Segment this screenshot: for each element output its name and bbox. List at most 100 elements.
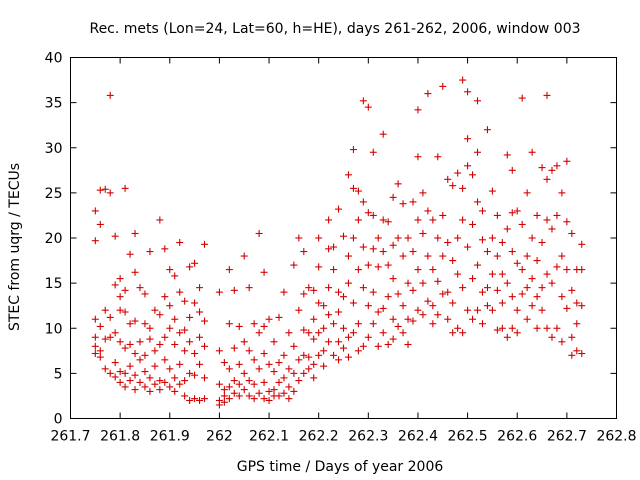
data-point bbox=[156, 311, 164, 319]
data-point bbox=[478, 288, 486, 296]
data-point bbox=[523, 189, 531, 197]
y-tick-label: 25 bbox=[45, 186, 63, 202]
data-point bbox=[270, 386, 278, 394]
y-tick-label: 0 bbox=[54, 412, 63, 428]
data-point bbox=[141, 320, 149, 328]
data-point bbox=[171, 340, 179, 348]
data-point bbox=[498, 299, 506, 307]
data-point bbox=[563, 218, 571, 226]
data-point bbox=[290, 387, 298, 395]
data-point bbox=[344, 252, 352, 260]
data-point bbox=[568, 333, 576, 341]
data-point bbox=[280, 351, 288, 359]
data-point bbox=[493, 211, 501, 219]
data-point bbox=[483, 284, 491, 292]
data-point bbox=[553, 324, 561, 332]
data-point bbox=[568, 229, 576, 237]
y-tick-label: 15 bbox=[45, 276, 63, 292]
data-point bbox=[429, 266, 437, 274]
data-point bbox=[300, 326, 308, 334]
data-point bbox=[424, 207, 432, 215]
data-point bbox=[181, 326, 189, 334]
data-point bbox=[131, 371, 139, 379]
data-point bbox=[201, 374, 209, 382]
data-point bbox=[369, 288, 377, 296]
data-point bbox=[434, 277, 442, 285]
data-point bbox=[146, 374, 154, 382]
data-point bbox=[414, 266, 422, 274]
data-point bbox=[379, 304, 387, 312]
data-point bbox=[156, 377, 164, 385]
data-point bbox=[215, 288, 223, 296]
data-point bbox=[439, 211, 447, 219]
data-point bbox=[573, 320, 581, 328]
data-point bbox=[250, 356, 258, 364]
data-point bbox=[186, 338, 194, 346]
data-point bbox=[141, 351, 149, 359]
data-point bbox=[434, 234, 442, 242]
data-point bbox=[528, 234, 536, 242]
data-point bbox=[285, 329, 293, 337]
data-point bbox=[478, 236, 486, 244]
data-point bbox=[235, 322, 243, 330]
data-point bbox=[493, 286, 501, 294]
data-point bbox=[344, 171, 352, 179]
data-point bbox=[230, 389, 238, 397]
data-point bbox=[126, 320, 134, 328]
data-point bbox=[111, 359, 119, 367]
data-point bbox=[315, 351, 323, 359]
data-point bbox=[196, 396, 204, 404]
data-point bbox=[508, 209, 516, 217]
data-point bbox=[379, 130, 387, 138]
data-point bbox=[543, 324, 551, 332]
data-point bbox=[449, 329, 457, 337]
data-point bbox=[394, 234, 402, 242]
data-point bbox=[449, 257, 457, 265]
data-point bbox=[335, 356, 343, 364]
data-point bbox=[151, 380, 159, 388]
x-tick-label: 262 bbox=[206, 429, 233, 445]
data-point bbox=[374, 234, 382, 242]
data-point bbox=[121, 344, 129, 352]
data-point bbox=[483, 302, 491, 310]
data-point bbox=[503, 279, 511, 287]
data-point bbox=[483, 126, 491, 134]
data-point bbox=[374, 342, 382, 350]
data-point bbox=[429, 320, 437, 328]
data-point bbox=[300, 351, 308, 359]
data-point bbox=[369, 320, 377, 328]
data-point bbox=[300, 248, 308, 256]
data-point bbox=[315, 329, 323, 337]
data-point bbox=[126, 377, 134, 385]
data-point bbox=[548, 225, 556, 233]
data-point bbox=[454, 324, 462, 332]
data-point bbox=[503, 151, 511, 159]
data-point bbox=[330, 243, 338, 251]
data-point bbox=[409, 317, 417, 325]
data-point bbox=[384, 340, 392, 348]
data-point bbox=[384, 218, 392, 226]
data-point bbox=[255, 389, 263, 397]
data-point bbox=[201, 240, 209, 248]
data-point bbox=[106, 369, 114, 377]
data-point bbox=[176, 288, 184, 296]
data-point bbox=[265, 396, 273, 404]
data-point bbox=[230, 344, 238, 352]
data-point bbox=[126, 362, 134, 370]
data-point bbox=[523, 284, 531, 292]
data-point bbox=[215, 380, 223, 388]
data-point bbox=[369, 211, 377, 219]
data-point bbox=[186, 263, 194, 271]
data-point bbox=[558, 338, 566, 346]
data-point bbox=[335, 308, 343, 316]
data-point bbox=[245, 377, 253, 385]
x-tick-label: 262.6 bbox=[497, 429, 537, 445]
data-point bbox=[359, 243, 367, 251]
data-point bbox=[518, 290, 526, 298]
data-point bbox=[389, 193, 397, 201]
data-point bbox=[349, 146, 357, 154]
data-point bbox=[121, 369, 129, 377]
data-point bbox=[260, 395, 268, 403]
data-point bbox=[434, 153, 442, 161]
data-point bbox=[101, 365, 109, 373]
